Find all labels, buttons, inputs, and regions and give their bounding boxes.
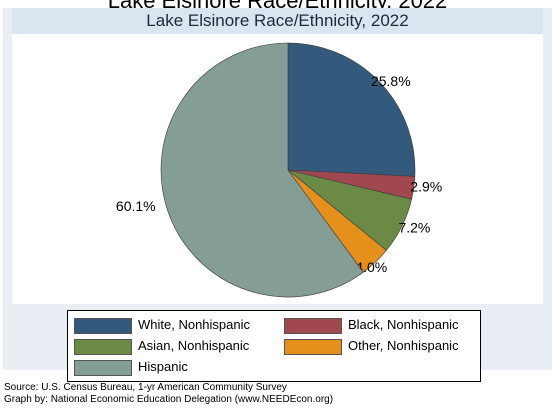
slice-label: 4.0% [355,259,387,275]
legend-swatch [74,318,132,334]
legend-label: Hispanic [138,359,188,374]
source-note: Source: U.S. Census Bureau, 1-yr America… [4,382,287,393]
clipped-header-text: Lake Elsinore Race/Ethnicity, 2022 [0,0,555,8]
pie-slice-white-nonhispanic [287,42,416,177]
legend-label: Black, Nonhispanic [348,317,459,332]
legend-swatch [74,360,132,376]
slice-label: 25.8% [371,73,411,89]
chart-container: Lake Elsinore Race/Ethnicity, 2022 25.8%… [3,8,552,382]
legend-label: Other, Nonhispanic [348,338,459,353]
legend-label: Asian, Nonhispanic [138,338,250,353]
slice-label: 2.9% [410,178,442,194]
legend-swatch [74,339,132,355]
legend-swatch [284,339,342,355]
legend-label: White, Nonhispanic [138,317,250,332]
slice-label: 7.2% [398,219,430,235]
slice-label: 60.1% [116,198,156,214]
legend-swatch [284,318,342,334]
chart-title: Lake Elsinore Race/Ethnicity, 2022 [12,8,543,34]
pie-chart: 25.8% 2.9% 7.2% 4.0% 60.1% [116,42,442,298]
plot-area: 25.8% 2.9% 7.2% 4.0% 60.1% [12,34,543,304]
pie-slice-hispanic [160,42,364,298]
legend: White, Nonhispanic Black, Nonhispanic As… [67,310,481,382]
credit-note: Graph by: National Economic Education De… [4,394,334,405]
footer: Source: U.S. Census Bureau, 1-yr America… [4,382,333,406]
